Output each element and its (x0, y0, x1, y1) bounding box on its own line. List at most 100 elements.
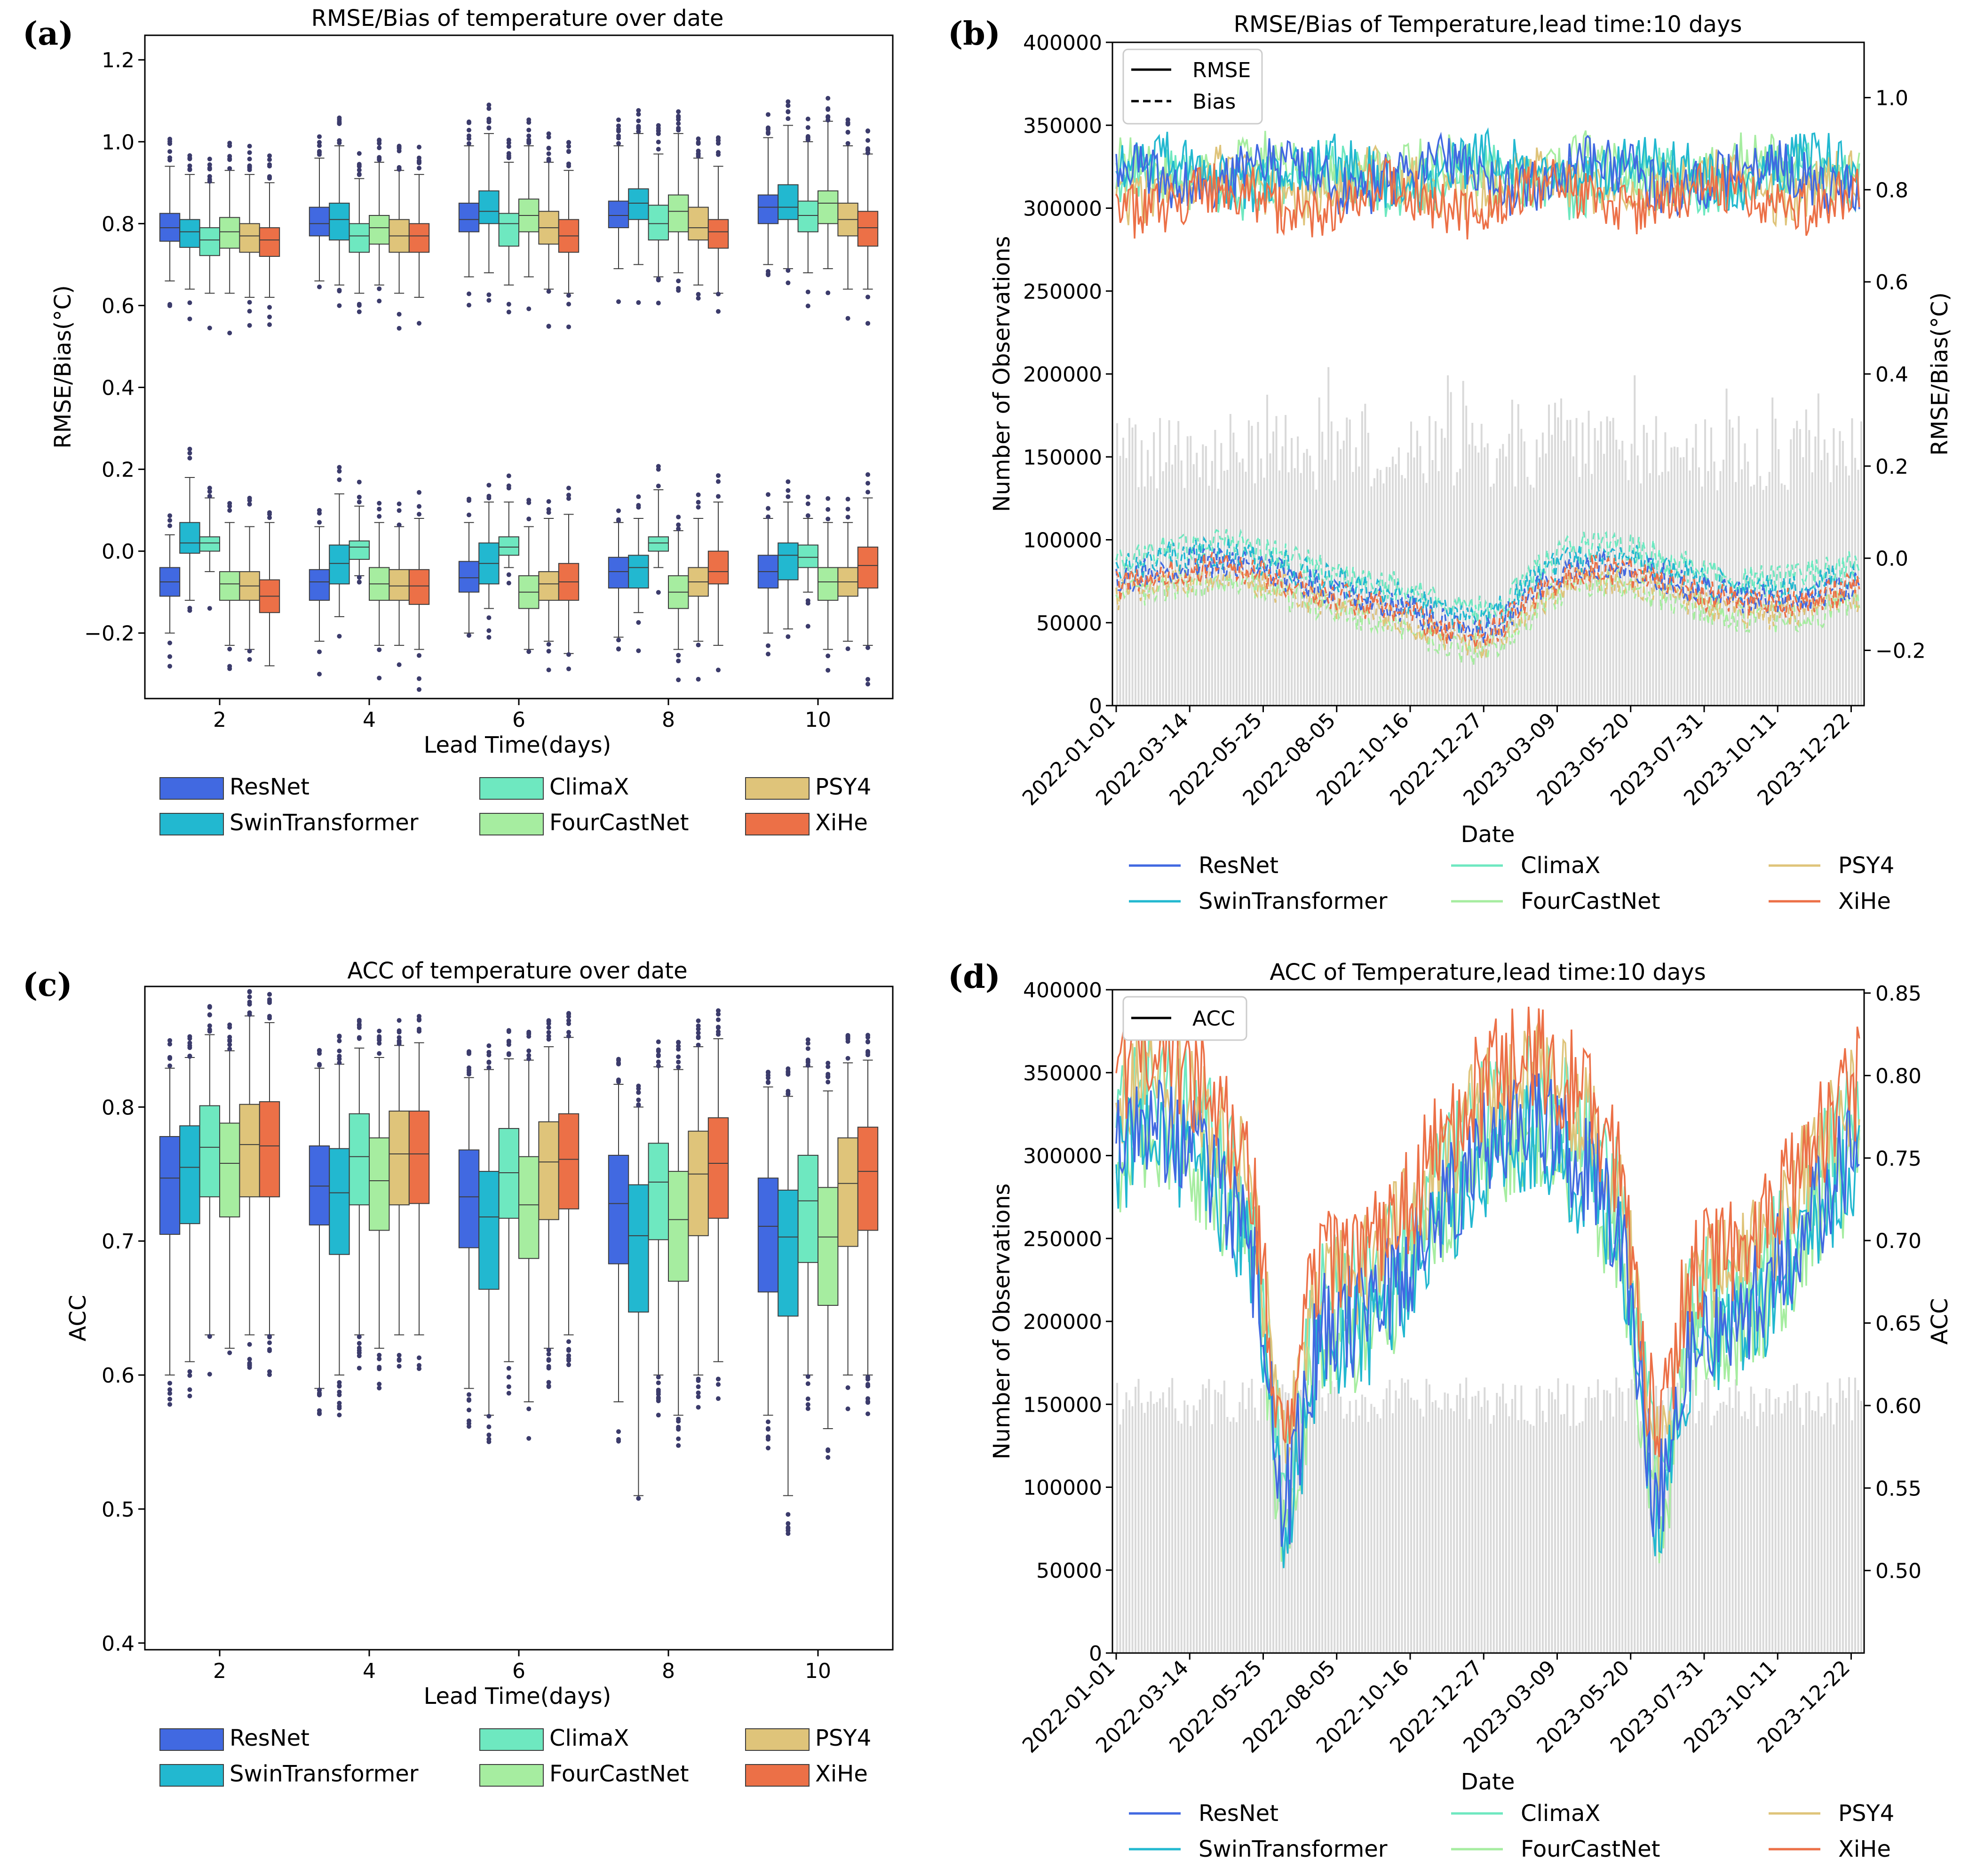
observation-bar (1401, 1378, 1403, 1653)
resnet-outlier (317, 134, 322, 139)
psy4-outlier (696, 492, 701, 497)
observation-bar (1624, 1421, 1627, 1653)
panel-b-ylabel-left: Number of Observations (989, 236, 1015, 512)
y-tick-label: 0.4 (102, 376, 135, 400)
climax-outlier (656, 131, 661, 136)
fourcastnet-outlier (227, 501, 232, 506)
observation-bar (1784, 1403, 1786, 1653)
observation-bar (1738, 1391, 1740, 1653)
xihe-outlier (566, 293, 571, 298)
climax-outlier (207, 157, 212, 162)
left-y-tick-label: 250000 (1023, 1227, 1102, 1251)
psy4-outlier (247, 167, 252, 172)
xihe-rmse-line (1115, 156, 1860, 239)
psy4-outlier (696, 295, 701, 301)
right-y-tick-label: 0.70 (1875, 1229, 1921, 1253)
swintransformer-outlier (337, 1060, 342, 1065)
observation-bar (1355, 1399, 1357, 1653)
observation-bar (1774, 418, 1777, 706)
psy4-outlier (247, 657, 252, 662)
psy4-outlier (397, 522, 402, 527)
resnet-outlier (766, 492, 770, 497)
observation-bar (1713, 1415, 1715, 1653)
panel-d-xlabel: Date (1461, 1769, 1515, 1795)
xihe-box (408, 1110, 430, 1204)
right-y-tick-label: 0.8 (1875, 178, 1908, 202)
y-tick-label: 0.8 (102, 212, 135, 236)
fourcastnet-outlier (826, 653, 831, 659)
panel-label-b: (b) (948, 15, 1000, 53)
psy4-box (538, 1121, 559, 1220)
swintransformer-outlier (786, 634, 791, 639)
psy4-outlier (696, 1390, 701, 1395)
observation-bar (1848, 475, 1850, 706)
climax-box (349, 223, 370, 253)
observation-bar (1784, 485, 1786, 706)
observation-bar (1679, 1377, 1682, 1653)
climax-outlier (357, 575, 362, 580)
observation-bar (1591, 474, 1593, 706)
psy4-outlier (397, 148, 402, 153)
observation-bar (1835, 465, 1838, 706)
observation-bar (1520, 429, 1523, 706)
climax-outlier (656, 301, 661, 306)
observation-bar (1168, 1387, 1170, 1653)
resnet-outlier (167, 640, 172, 645)
swintransformer-outlier (486, 1052, 492, 1057)
observation-bar (1606, 1390, 1608, 1653)
swintransformer-legend-label: SwinTransformer (230, 1761, 419, 1787)
observation-bar (1444, 437, 1446, 706)
observation-bar (1239, 462, 1241, 706)
observation-bar (1241, 1382, 1244, 1653)
fourcastnet-rmse-line (1115, 130, 1860, 212)
swintransformer-outlier (337, 477, 342, 482)
climax-outlier (207, 1027, 212, 1032)
y-tick-label: 0.7 (102, 1230, 135, 1254)
observation-bar (1640, 1421, 1642, 1653)
observation-bar (1168, 420, 1170, 706)
observation-bar (1554, 403, 1556, 706)
climax-outlier (207, 493, 212, 499)
fourcastnet-outlier (676, 1065, 681, 1070)
left-y-tick-label: 100000 (1023, 1476, 1102, 1500)
xihe-outlier (716, 479, 721, 484)
y-tick-label: 0.5 (102, 1498, 135, 1522)
fourcastnet-outlier (227, 1037, 232, 1042)
resnet-outlier (467, 119, 471, 124)
observation-bar (1162, 1392, 1164, 1653)
resnet-box (608, 556, 629, 588)
observation-bar (1334, 480, 1336, 706)
psy4-outlier (696, 643, 701, 648)
psy4-outlier (397, 508, 402, 513)
observation-bar (1545, 453, 1547, 706)
climax-outlier (207, 1023, 212, 1028)
observation-bar (1796, 1383, 1798, 1653)
xihe-outlier (716, 1396, 721, 1401)
psy4-outlier (696, 500, 701, 505)
xihe-outlier (865, 682, 870, 687)
resnet-legend-label: ResNet (1199, 852, 1278, 879)
observation-bar (1128, 1400, 1131, 1653)
observation-bar (1367, 432, 1369, 706)
panel-b-ylabel-right: RMSE/Bias(°C) (1927, 292, 1953, 455)
climax-outlier (656, 139, 661, 144)
panel-b-style-legend-box (1122, 48, 1263, 125)
fourcastnet-outlier (227, 143, 232, 148)
climax-outlier (506, 1042, 511, 1047)
observation-bar (1125, 458, 1127, 706)
observation-bar (1759, 476, 1762, 706)
observation-bar (1431, 460, 1434, 706)
observation-bar (1591, 1398, 1593, 1653)
observation-bar (1839, 1378, 1841, 1653)
fourcastnet-outlier (676, 1040, 681, 1045)
observation-bar (1450, 392, 1452, 706)
xihe-box (707, 219, 729, 249)
xihe-outlier (865, 128, 870, 134)
climax-outlier (656, 1063, 661, 1068)
resnet-outlier (616, 646, 621, 652)
observation-bar (1214, 1390, 1216, 1653)
psy4-outlier (247, 300, 252, 305)
observation-bar (1725, 389, 1728, 706)
swintransformer-outlier (337, 121, 342, 127)
observation-bar (1548, 1389, 1550, 1653)
